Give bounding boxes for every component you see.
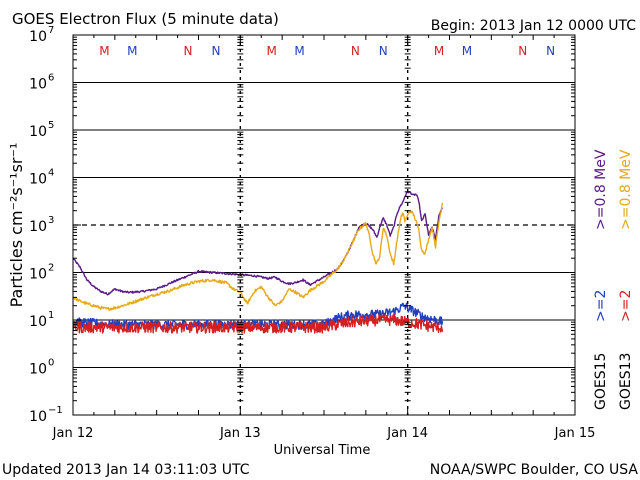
event-marker-m: M xyxy=(267,44,277,58)
legend-entry: >=2 xyxy=(618,290,634,322)
y-tick-label: 10 xyxy=(29,77,47,93)
y-tick-label: 10 xyxy=(29,362,47,378)
y-tick-label-exponent: 1 xyxy=(48,310,54,321)
x-axis-tick-labels: Jan 12 Jan 13 Jan 14 Jan 15 xyxy=(52,426,596,441)
event-marker-n: N xyxy=(211,44,220,58)
y-tick-label: 10 xyxy=(29,124,47,140)
y-tick-label-exponent: 3 xyxy=(48,215,54,226)
y-tick-label-exponent: 5 xyxy=(48,120,54,131)
credit-text: NOAA/SWPC Boulder, CO USA xyxy=(430,462,639,478)
y-tick-label: 10 xyxy=(29,29,47,45)
event-marker-n: N xyxy=(184,44,193,58)
event-marker-n: N xyxy=(546,44,555,58)
legend-entry: >=0.8 MeV xyxy=(593,149,609,230)
y-tick-label: 10 xyxy=(29,219,47,235)
legend: GOES15 >=2 >=0.8 MeV GOES13 >=2 >=0.8 MeV xyxy=(593,149,634,410)
series-layer xyxy=(73,191,444,334)
y-tick-label-exponent: 6 xyxy=(48,73,54,84)
chart-title: GOES Electron Flux (5 minute data) xyxy=(12,10,279,28)
updated-timestamp: Updated 2013 Jan 14 03:11:03 UTC xyxy=(2,462,250,478)
y-tick-label-exponent: 4 xyxy=(48,168,54,179)
event-marker-m: M xyxy=(127,44,137,58)
x-axis-label: Universal Time xyxy=(274,443,371,458)
event-marker-n: N xyxy=(379,44,388,58)
x-tick-label: Jan 15 xyxy=(554,426,596,441)
y-tick-label: 10 xyxy=(29,409,47,425)
x-tick-label: Jan 14 xyxy=(386,426,428,441)
horizontal-grid xyxy=(73,82,575,368)
begin-label: Begin: 2013 Jan 12 0000 UTC xyxy=(431,18,636,34)
series-line-goes13-2-mev xyxy=(73,313,444,334)
legend-entry: GOES13 xyxy=(618,353,634,410)
y-tick-label: 10 xyxy=(29,314,47,330)
y-tick-label: 10 xyxy=(29,172,47,188)
y-tick-label-exponent: 7 xyxy=(48,25,54,36)
legend-entry: GOES15 xyxy=(593,353,609,410)
y-tick-label: 10 xyxy=(29,267,47,283)
event-marker-m: M xyxy=(99,44,109,58)
event-marker-m: M xyxy=(462,44,472,58)
series-line-goes13-0-8-mev xyxy=(73,202,444,311)
series-line-goes15-0-8-mev xyxy=(73,191,444,296)
y-tick-label-exponent: −1 xyxy=(48,405,63,416)
event-marker-n: N xyxy=(518,44,527,58)
y-axis-label: Particles cm⁻²s⁻¹sr⁻¹ xyxy=(7,143,26,308)
x-tick-label: Jan 12 xyxy=(52,426,94,441)
axis-ticks xyxy=(72,34,576,416)
event-marker-n: N xyxy=(351,44,360,58)
legend-entry: >=0.8 MeV xyxy=(618,149,634,230)
y-tick-label-exponent: 2 xyxy=(48,263,54,274)
legend-entry: >=2 xyxy=(593,290,609,322)
y-tick-label-exponent: 0 xyxy=(48,358,54,369)
x-tick-label: Jan 13 xyxy=(219,426,261,441)
event-marker-m: M xyxy=(294,44,304,58)
event-marker-m: M xyxy=(434,44,444,58)
